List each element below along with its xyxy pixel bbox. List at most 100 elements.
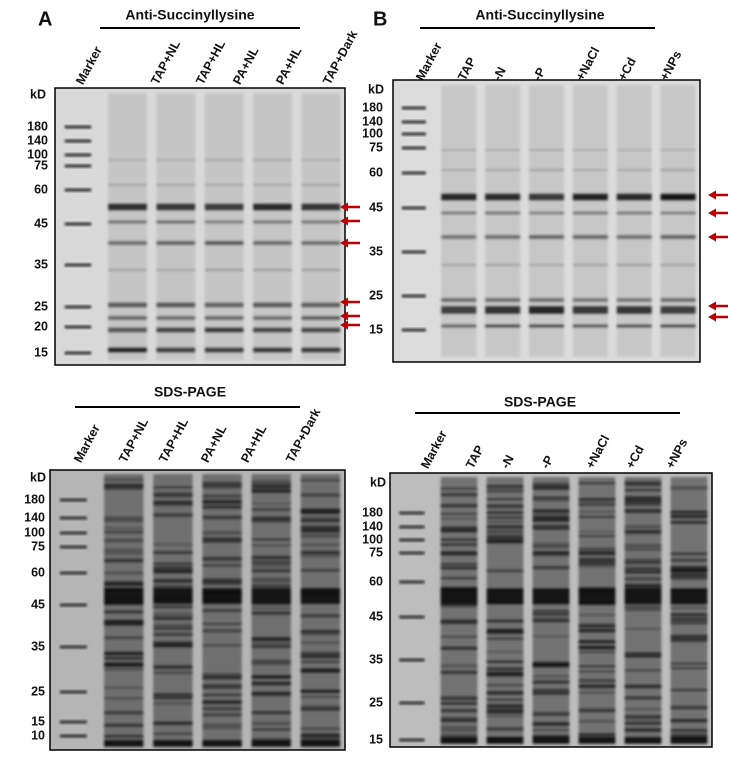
band: [153, 641, 193, 645]
band: [251, 480, 291, 482]
band: [572, 324, 608, 328]
band: [441, 193, 477, 201]
marker-band: [401, 250, 426, 254]
band: [251, 645, 291, 648]
band: [251, 737, 291, 742]
marker-label: 140: [24, 510, 45, 524]
lane-smear: [251, 474, 291, 746]
band: [532, 518, 570, 522]
band: [624, 717, 662, 721]
band: [532, 735, 570, 738]
band: [104, 711, 144, 715]
band: [253, 203, 292, 211]
band: [300, 669, 341, 673]
lane-label: TAP+Dark: [283, 406, 323, 465]
band: [300, 740, 341, 747]
band: [202, 564, 242, 567]
band: [251, 584, 291, 588]
marker-band: [401, 206, 426, 210]
band: [156, 203, 196, 211]
band: [616, 235, 652, 239]
marker-label: 35: [31, 639, 45, 653]
band: [251, 577, 291, 580]
band: [578, 588, 616, 605]
band: [440, 664, 478, 668]
band: [104, 610, 144, 614]
band: [616, 193, 652, 201]
band: [670, 565, 708, 568]
band: [578, 535, 616, 538]
band: [104, 740, 144, 747]
band: [153, 543, 193, 546]
band: [578, 670, 616, 673]
lane-smear: [572, 85, 608, 357]
band: [440, 538, 478, 541]
band: [300, 493, 341, 497]
marker-label: 75: [34, 158, 48, 172]
band: [440, 730, 478, 732]
marker-label: 25: [34, 299, 48, 313]
band: [204, 327, 244, 333]
panel-letter: A: [38, 8, 52, 30]
band: [251, 556, 291, 560]
marker-label: 35: [34, 257, 48, 271]
marker-band: [401, 106, 426, 110]
lane-label: Marker: [413, 40, 445, 83]
band: [300, 705, 341, 709]
lane-smear: [485, 85, 521, 357]
band: [251, 675, 291, 679]
band: [532, 553, 570, 555]
band: [104, 734, 144, 738]
band: [578, 628, 616, 633]
band: [301, 220, 341, 224]
band: [440, 670, 478, 675]
band: [440, 733, 478, 738]
band: [486, 675, 524, 678]
band: [624, 566, 662, 571]
marker-band: [64, 325, 92, 329]
band: [156, 159, 196, 161]
band: [616, 324, 652, 328]
marker-band: [399, 701, 425, 705]
band: [202, 707, 242, 710]
band: [670, 575, 708, 578]
band: [485, 193, 521, 201]
lane-label: PA+HL: [238, 422, 269, 465]
band: [202, 485, 242, 489]
band: [670, 737, 708, 744]
band: [624, 532, 662, 535]
band: [578, 707, 616, 712]
band: [486, 525, 524, 529]
marker-band: [399, 511, 425, 515]
band: [572, 306, 608, 314]
band: [153, 491, 193, 495]
band: [624, 605, 662, 609]
band: [616, 149, 652, 151]
arrow-head: [708, 312, 716, 322]
lane-label: Marker: [73, 44, 105, 87]
band: [202, 500, 242, 504]
band: [578, 685, 616, 688]
band: [251, 740, 291, 747]
band: [578, 547, 616, 550]
band: [153, 586, 193, 589]
band: [528, 298, 565, 302]
band: [153, 562, 193, 565]
band: [202, 494, 242, 498]
band: [153, 588, 193, 604]
band: [486, 703, 524, 707]
band: [532, 680, 570, 684]
marker-label: 25: [369, 695, 383, 709]
band: [532, 551, 570, 554]
band: [624, 496, 662, 499]
band: [440, 576, 478, 580]
band: [670, 667, 708, 670]
marker-band: [59, 531, 87, 535]
lane-smear: [156, 93, 196, 360]
band: [300, 614, 341, 618]
band: [108, 159, 147, 161]
band: [670, 588, 708, 605]
band: [486, 516, 524, 519]
band: [300, 543, 341, 547]
